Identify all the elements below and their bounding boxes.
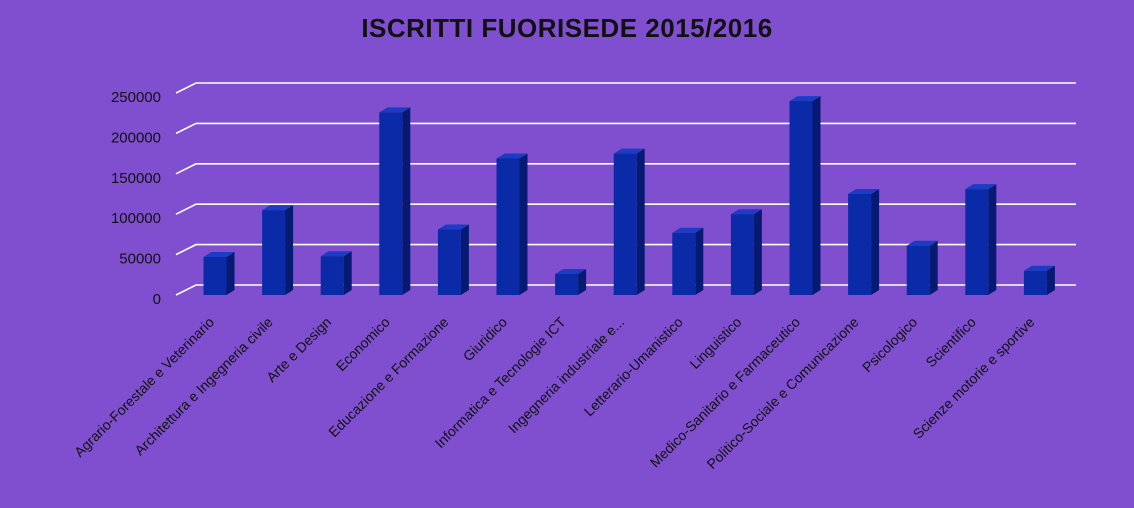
bar-top [672,227,704,233]
bar-front [203,257,227,295]
bar-top [965,184,997,190]
bar [203,252,235,295]
category-label: Educazione e Formazione [325,314,451,440]
bar-side [636,148,645,295]
bar-side [519,153,528,295]
bar-front [437,229,461,295]
bar-side [343,251,352,295]
category-label: Giuridico [460,314,511,365]
gridline [175,122,1076,135]
bar-top [496,153,528,159]
gridline [175,203,1076,215]
bar-front [906,245,930,295]
bars [203,96,1055,295]
bar [262,205,294,295]
bar-front [262,210,286,295]
bar [437,224,469,295]
y-tick-label: 50000 [119,251,161,268]
bar [672,227,704,295]
bar-top [848,189,880,194]
bar-front [848,194,872,295]
bar-top [1023,265,1055,271]
bar-side [753,209,762,295]
bar [848,189,880,295]
bar-front [730,214,754,295]
bar-top [730,209,762,215]
bar-top [789,96,821,102]
bar-front [789,101,813,295]
bar-side [695,227,704,295]
gridlines [175,82,1076,296]
bar-front [1023,270,1047,295]
bar-side [929,240,938,295]
bar-side [578,268,587,295]
gridline [175,82,1076,94]
bar-top [437,224,469,230]
category-label: Linguistico [686,314,744,372]
bar [965,184,997,295]
bar-side [988,184,997,295]
bar-front [496,158,520,295]
bar [789,96,821,295]
bar-top [203,252,235,258]
bar-side [871,189,880,295]
bar-front [379,112,403,295]
gridline [175,243,1076,256]
category-label: Scientifico [922,314,979,371]
bar [906,240,938,295]
y-tick-label: 200000 [111,129,161,146]
bar-side [812,96,821,295]
bar-side [1046,265,1055,295]
category-label: Psicologico [859,314,921,376]
bar-front [672,232,696,295]
gridline [175,163,1076,175]
bar [730,209,762,295]
y-axis-labels: 0 50000 100000 150000 200000 250000 [111,89,161,308]
bar-front [613,153,637,295]
bar [613,148,645,295]
bar [320,251,352,295]
category-label: Economico [333,314,393,374]
bar-side [226,252,235,295]
gridline [175,284,1076,296]
bar [1023,265,1055,295]
bar-side [285,205,294,295]
bar-top [613,148,645,154]
bar-side [402,107,411,295]
bar-top [379,107,411,113]
category-label: Letterario-Umanistico [581,314,687,420]
bar [555,268,587,295]
y-tick-label: 150000 [111,170,161,187]
category-label: Scienze motorie e sportive [910,314,1038,442]
y-tick-label: 250000 [111,89,161,106]
bar-front [555,273,579,295]
bar [496,153,528,295]
bar-side [460,224,469,295]
bar-front [965,189,989,295]
y-tick-label: 0 [153,291,161,308]
bar-top [320,251,352,257]
category-label: Ingegneria industriale e... [505,314,627,436]
y-tick-label: 100000 [111,210,161,227]
bar [379,107,411,295]
chart-title: ISCRITTI FUORISEDE 2015/2016 [361,13,773,43]
bar-top [555,268,587,274]
x-axis-labels: Agrario-Forestale e VeterinarioArchitett… [71,314,1038,473]
bar-front [320,256,344,295]
bar-top [262,205,294,211]
bar-top [906,240,938,246]
